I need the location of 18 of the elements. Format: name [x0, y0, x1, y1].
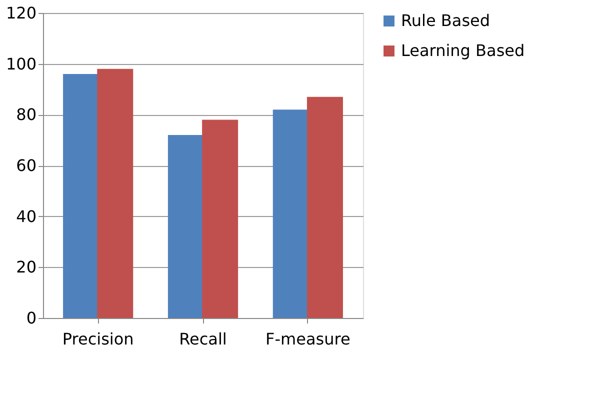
y-tick-label: 60 — [16, 156, 36, 175]
bar — [168, 135, 204, 318]
legend-label: Learning Based — [401, 41, 525, 60]
y-tick-label: 20 — [16, 258, 36, 277]
y-tick-label: 100 — [6, 54, 36, 74]
bar — [306, 96, 343, 318]
x-tick-label: Recall — [179, 330, 227, 348]
bar — [272, 110, 309, 318]
legend-label: Rule Based — [401, 11, 490, 30]
y-tick-label: 0 — [26, 308, 36, 328]
bar — [63, 74, 100, 318]
bar — [202, 120, 238, 318]
y-tick-label: 80 — [16, 105, 36, 124]
bar — [97, 68, 134, 318]
y-tick-label: 40 — [16, 206, 36, 226]
x-tick-label: F-measure — [266, 330, 350, 348]
y-tick-label: 120 — [6, 4, 36, 22]
x-tick-label: Precision — [62, 330, 134, 348]
